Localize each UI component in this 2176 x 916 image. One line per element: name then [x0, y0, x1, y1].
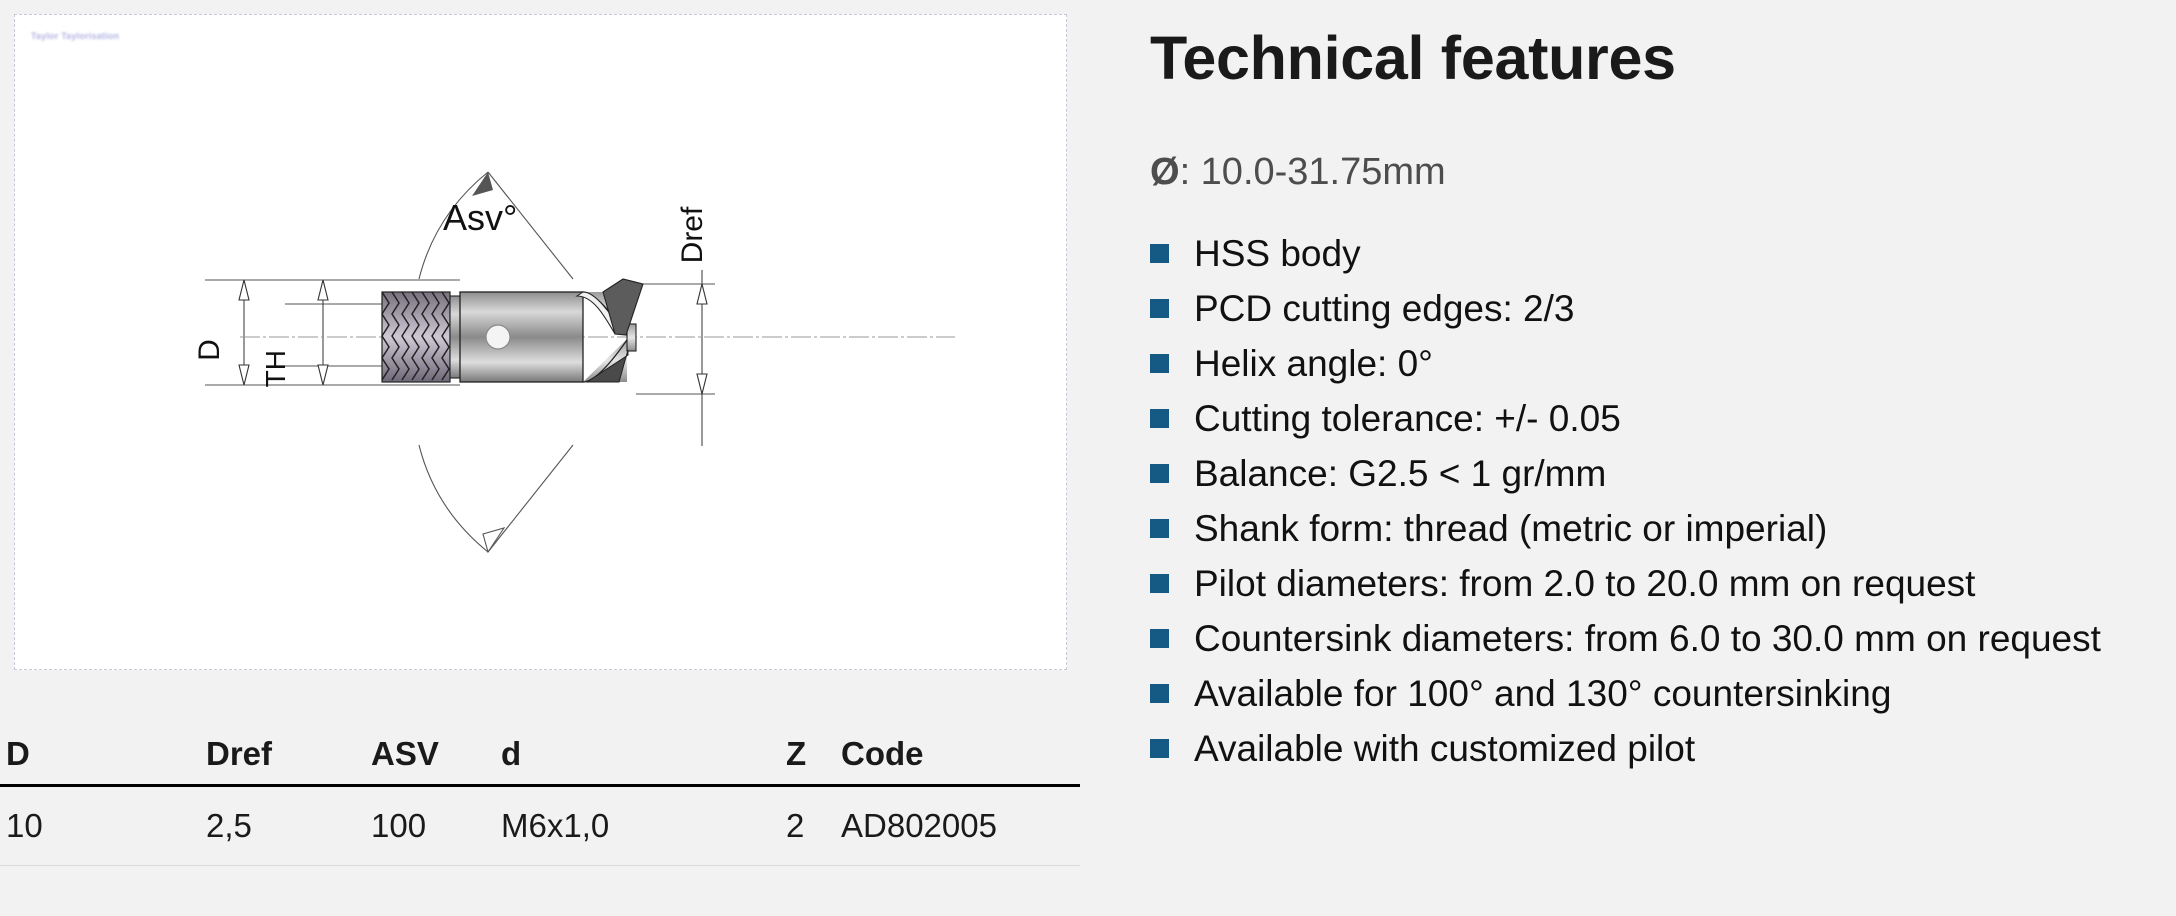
svg-text:Asv°: Asv°: [443, 197, 517, 238]
svg-text:Dref: Dref: [676, 206, 709, 263]
svg-text:D: D: [193, 339, 226, 361]
svg-text:TH: TH: [260, 350, 291, 387]
